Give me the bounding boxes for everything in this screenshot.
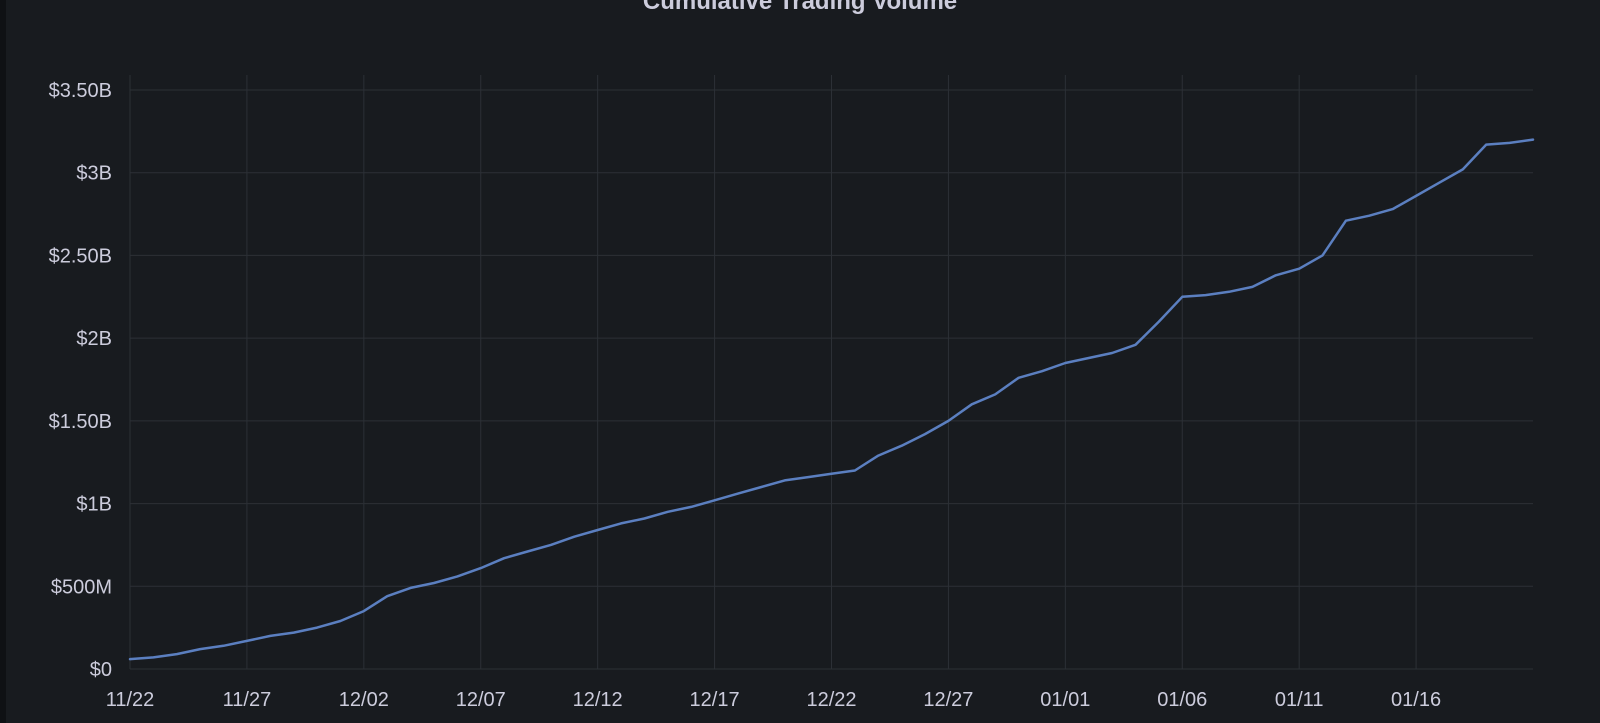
y-tick-label: $1B <box>76 494 112 516</box>
chart-title: Cumulative Trading Volume <box>642 0 958 15</box>
y-tick-label: $500M <box>51 576 112 598</box>
x-tick-label: 01/16 <box>1391 689 1441 711</box>
series-line <box>128 138 1535 661</box>
x-tick-label: 01/06 <box>1157 689 1207 711</box>
x-tick-label: 01/01 <box>1040 689 1090 711</box>
grid-lines <box>129 75 1533 670</box>
y-axis: $0 $500M $1B $1.50B $2B $2.50B $3B $3.50B <box>49 80 112 681</box>
y-tick-label: $2.50B <box>49 245 112 267</box>
x-tick-label: 12/12 <box>573 689 623 711</box>
y-tick-label: $1.50B <box>49 411 112 433</box>
x-axis: 11/22 11/27 12/02 12/07 12/12 12/17 12/22 12/27… <box>106 689 1441 711</box>
series-layer <box>128 138 1535 661</box>
panel-left-edge <box>0 0 6 723</box>
x-tick-label: 11/22 <box>106 689 155 711</box>
x-tick-label: 12/07 <box>456 689 506 711</box>
x-tick-label: 12/27 <box>923 689 973 711</box>
y-tick-label: $3.50B <box>49 80 112 102</box>
x-tick-label: 12/02 <box>339 689 389 711</box>
x-tick-label: 12/17 <box>690 689 740 711</box>
y-tick-label: $3B <box>76 163 112 185</box>
y-tick-label: $0 <box>90 659 112 681</box>
x-tick-label: 11/27 <box>223 689 272 711</box>
x-tick-label: 12/22 <box>806 689 856 711</box>
y-tick-label: $2B <box>76 328 112 350</box>
x-tick-label: 01/11 <box>1275 689 1324 711</box>
